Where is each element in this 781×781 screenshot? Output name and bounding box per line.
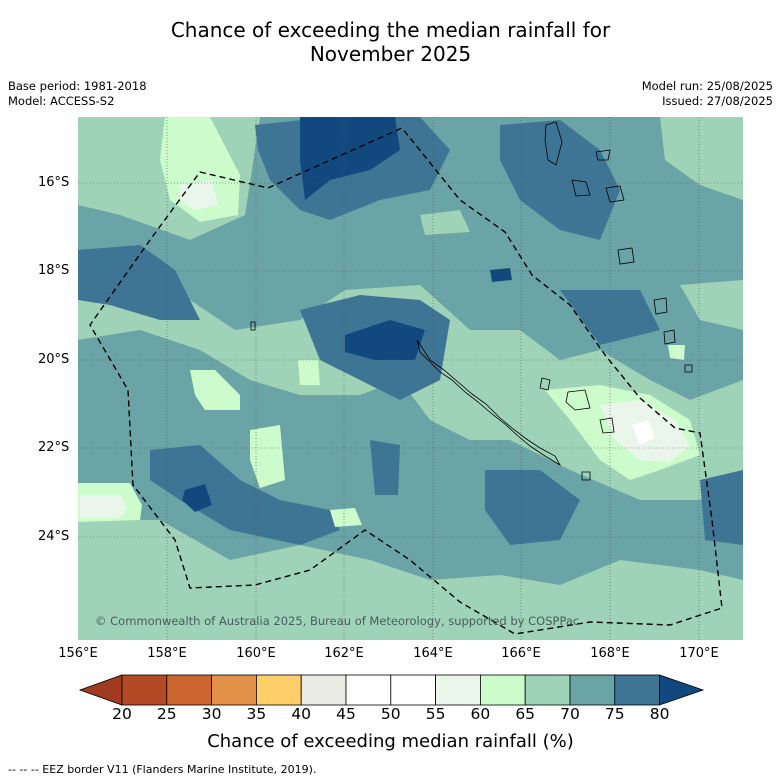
vanuatu-island: [544, 121, 563, 166]
colorbar-swatch: [300, 674, 347, 706]
lon-label: 168°E: [590, 646, 630, 661]
lat-label: 24°S: [38, 529, 70, 544]
map-title: Chance of exceeding the median rainfall …: [0, 18, 781, 66]
vanuatu-island: [663, 329, 676, 345]
zone-75-80: [345, 320, 425, 360]
lon-label: 164°E: [413, 646, 453, 661]
zone-50-55: [632, 420, 655, 445]
colorbar-tick: 70: [560, 705, 580, 723]
chesterfield-island: [250, 321, 256, 331]
zone-60-65: [330, 508, 362, 527]
zone-55-60: [180, 180, 218, 210]
coastlines: [250, 121, 693, 481]
meta-right: Model run: 25/08/2025 Issued: 27/08/2025: [642, 79, 773, 109]
zone-75-80: [182, 484, 212, 512]
zone-70-75: [150, 445, 340, 545]
lon-label: 162°E: [324, 646, 364, 661]
zone-60-65: [250, 425, 285, 488]
colorbar-tick: 65: [515, 705, 536, 723]
colorbar-high-extend: [659, 674, 705, 706]
lat-label: 16°S: [38, 175, 70, 190]
loyalty-island: [599, 417, 615, 434]
new-caledonia-coastline: [416, 339, 562, 467]
colorbar-swatch: [569, 674, 616, 706]
colorbar-swatch: [255, 674, 302, 706]
zone-70-75: [500, 120, 620, 240]
colorbar: [78, 674, 705, 706]
zone-70-75: [560, 290, 660, 345]
colorbar-swatch: [166, 674, 213, 706]
colorbar-tick: 75: [604, 705, 625, 723]
vanuatu-island: [653, 297, 668, 315]
colorbar-tick: 30: [201, 705, 222, 723]
lat-label: 20°S: [38, 352, 70, 367]
colorbar-low-extend: [78, 674, 123, 706]
loyalty-island: [539, 377, 551, 391]
model-name: Model: ACCESS-S2: [8, 94, 115, 108]
zone-65-70: [660, 117, 743, 200]
vanuatu-island: [605, 185, 625, 203]
vanuatu-island: [595, 149, 611, 161]
lat-label: 18°S: [38, 263, 70, 278]
colorbar-swatch: [524, 674, 571, 706]
zone-65-70: [420, 210, 470, 235]
lon-label: 156°E: [58, 646, 98, 661]
zone-70-75: [78, 245, 200, 320]
lon-label: 166°E: [501, 646, 541, 661]
colorbar-swatch: [345, 674, 392, 706]
zone-70-75: [370, 440, 400, 495]
colorbar-tick: 25: [156, 705, 177, 723]
lon-label: 160°E: [236, 646, 276, 661]
zone-60-65: [668, 345, 685, 360]
colorbar-tick: 55: [425, 705, 446, 723]
zone-65-70: [680, 280, 743, 330]
model-run: Model run: 25/08/2025: [641, 79, 773, 93]
lat-label: 22°S: [38, 440, 70, 455]
meta-left: Base period: 1981-2018 Model: ACCESS-S2: [8, 79, 147, 109]
lon-label: 170°E: [679, 646, 719, 661]
vanuatu-island: [684, 364, 693, 373]
lon-label: 158°E: [147, 646, 187, 661]
vanuatu-island: [617, 247, 635, 265]
zone-70-75: [700, 470, 743, 545]
vanuatu-island: [571, 179, 591, 197]
colorbar-swatch: [211, 674, 257, 706]
rainfall-probability-field: [78, 117, 743, 640]
colorbar-swatch: [435, 674, 481, 706]
colorbar-swatch: [390, 674, 436, 706]
zone-65-70: [78, 520, 743, 640]
colorbar-tick: 50: [380, 705, 401, 723]
zone-60-65: [190, 370, 240, 410]
title-line-1: Chance of exceeding the median rainfall …: [170, 18, 611, 42]
zone-75-80: [300, 117, 400, 200]
colorbar-tick: 80: [649, 705, 670, 723]
issued-date: Issued: 27/08/2025: [662, 94, 773, 108]
eez-border: [89, 127, 723, 635]
zone-75-80: [490, 268, 512, 282]
colorbar-swatch: [614, 674, 660, 706]
colorbar-tick: 45: [336, 705, 356, 723]
title-line-2: November 2025: [309, 42, 472, 66]
zone-55-60: [80, 495, 128, 518]
zone-60-65: [298, 360, 320, 385]
colorbar-tick: 40: [291, 705, 312, 723]
colorbar-label: Chance of exceeding median rainfall (%): [207, 731, 574, 752]
zone-70-75: [485, 470, 580, 545]
base-period: Base period: 1981-2018: [8, 79, 147, 93]
colorbar-tick: 60: [470, 705, 491, 723]
colorbar-tick: 20: [112, 705, 132, 723]
graticule: [78, 117, 743, 640]
colorbar-swatch: [121, 674, 168, 706]
copyright-notice: © Commonwealth of Australia 2025, Bureau…: [95, 614, 580, 628]
eez-footnote: -- -- -- EEZ border V11 (Flanders Marine…: [8, 763, 317, 776]
colorbar-swatch: [479, 674, 526, 706]
colorbar-tick: 35: [246, 705, 267, 723]
loyalty-island: [565, 389, 591, 411]
vanuatu-island: [581, 471, 591, 481]
